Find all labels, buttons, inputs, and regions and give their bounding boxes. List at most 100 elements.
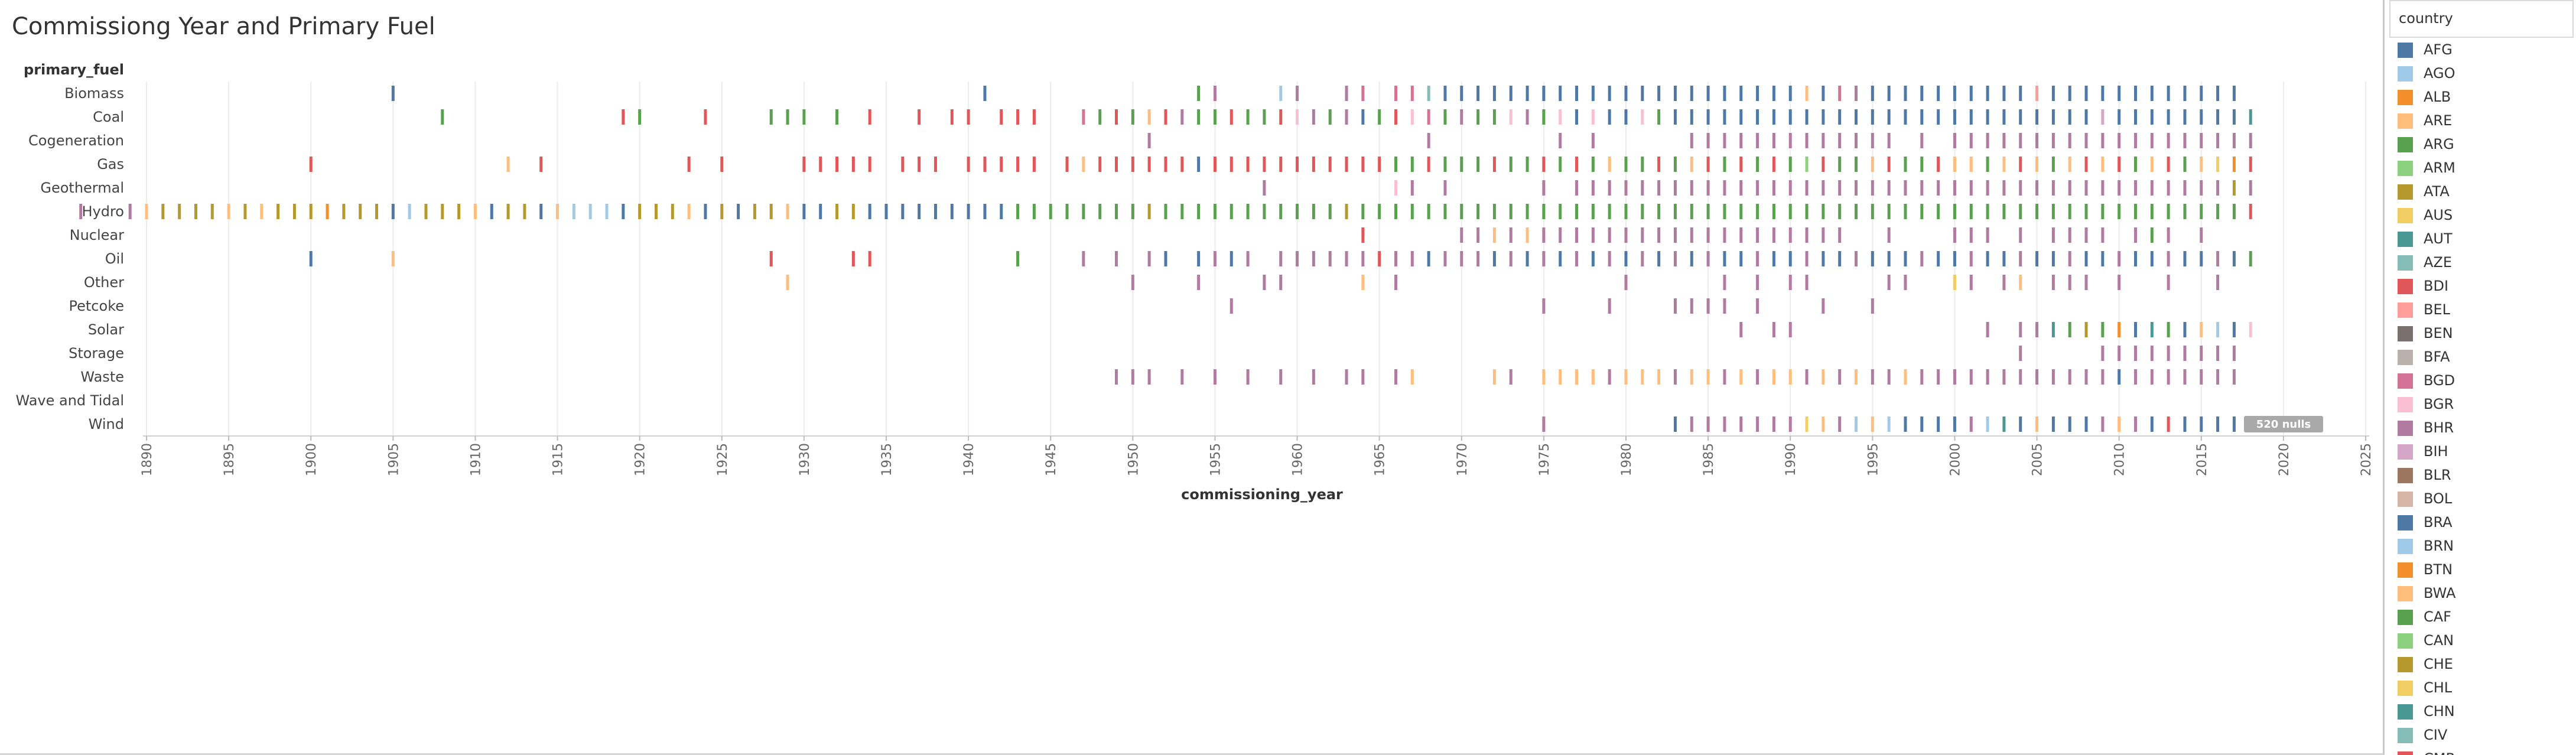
data-tick[interactable] [1378,157,1381,172]
data-tick[interactable] [918,157,921,172]
data-tick[interactable] [588,204,592,219]
data-tick[interactable] [2167,369,2170,385]
data-tick[interactable] [441,109,444,125]
data-tick[interactable] [2019,180,2022,196]
data-tick[interactable] [2200,416,2203,432]
data-tick[interactable] [1723,109,1726,125]
data-tick[interactable] [1115,109,1118,125]
data-tick[interactable] [1723,180,1726,196]
data-tick[interactable] [178,204,181,219]
data-tick[interactable] [2133,346,2137,361]
data-tick[interactable] [1904,86,1907,101]
data-tick[interactable] [1657,180,1661,196]
data-tick[interactable] [1608,227,1611,243]
data-tick[interactable] [490,204,493,219]
data-tick[interactable] [1591,369,1595,385]
data-tick[interactable] [2118,86,2121,101]
data-tick[interactable] [2051,227,2055,243]
data-tick[interactable] [1000,157,1003,172]
data-tick[interactable] [1296,109,1299,125]
data-tick[interactable] [1279,86,1283,101]
data-tick[interactable] [2068,109,2071,125]
data-tick[interactable] [1772,86,1775,101]
data-tick[interactable] [1131,157,1134,172]
data-tick[interactable] [1756,416,1759,432]
data-tick[interactable] [1904,369,1907,385]
data-tick[interactable] [2150,227,2154,243]
data-tick[interactable] [2167,251,2170,266]
data-tick[interactable] [2249,251,2252,266]
data-tick[interactable] [1147,369,1151,385]
data-tick[interactable] [2118,204,2121,219]
data-tick[interactable] [1476,157,1480,172]
data-tick[interactable] [1953,109,1956,125]
data-tick[interactable] [1739,204,1743,219]
data-tick[interactable] [1822,227,1825,243]
data-tick[interactable] [1739,369,1743,385]
data-tick[interactable] [2051,86,2055,101]
data-tick[interactable] [1016,204,1020,219]
data-tick[interactable] [2249,133,2252,148]
data-tick[interactable] [622,204,625,219]
data-tick[interactable] [1410,251,1414,266]
data-tick[interactable] [2068,227,2071,243]
data-tick[interactable] [1328,251,1332,266]
data-tick[interactable] [1394,251,1397,266]
data-tick[interactable] [1492,86,1496,101]
data-tick[interactable] [2101,227,2105,243]
data-tick[interactable] [2002,86,2006,101]
data-tick[interactable] [1509,204,1513,219]
data-tick[interactable] [2133,251,2137,266]
legend-item[interactable]: BGD [2389,369,2576,392]
data-tick[interactable] [1690,109,1693,125]
data-tick[interactable] [769,251,773,266]
data-tick[interactable] [1657,251,1661,266]
data-tick[interactable] [1887,251,1891,266]
data-tick[interactable] [2183,157,2187,172]
data-tick[interactable] [983,204,987,219]
data-tick[interactable] [1246,369,1250,385]
data-tick[interactable] [2183,346,2187,361]
data-tick[interactable] [2150,157,2154,172]
data-tick[interactable] [1937,251,1940,266]
data-tick[interactable] [1328,204,1332,219]
data-tick[interactable] [1427,109,1430,125]
data-tick[interactable] [1920,86,1924,101]
data-tick[interactable] [1690,227,1693,243]
data-tick[interactable] [1328,157,1332,172]
data-tick[interactable] [1838,227,1842,243]
data-tick[interactable] [1509,227,1513,243]
data-tick[interactable] [1904,251,1907,266]
data-tick[interactable] [1920,416,1924,432]
data-tick[interactable] [1937,204,1940,219]
data-tick[interactable] [2232,346,2236,361]
data-tick[interactable] [1756,369,1759,385]
data-tick[interactable] [260,204,264,219]
data-tick[interactable] [1788,109,1792,125]
data-tick[interactable] [1180,157,1184,172]
data-tick[interactable] [1690,251,1693,266]
data-tick[interactable] [1723,157,1726,172]
data-tick[interactable] [1788,180,1792,196]
data-tick[interactable] [1657,86,1661,101]
data-tick[interactable] [2002,369,2006,385]
data-tick[interactable] [1937,86,1940,101]
legend-item[interactable]: BWA [2389,581,2576,605]
data-tick[interactable] [2216,204,2220,219]
data-tick[interactable] [1969,416,1973,432]
data-tick[interactable] [243,204,247,219]
data-tick[interactable] [2084,322,2088,337]
data-tick[interactable] [1838,133,1842,148]
data-tick[interactable] [1427,86,1430,101]
data-tick[interactable] [1624,275,1628,290]
data-tick[interactable] [1969,133,1973,148]
data-tick[interactable] [884,204,888,219]
data-tick[interactable] [2167,133,2170,148]
legend-item[interactable]: AUT [2389,227,2576,250]
data-tick[interactable] [1723,275,1726,290]
legend-item[interactable]: ARG [2389,132,2576,156]
data-tick[interactable] [2101,157,2105,172]
data-tick[interactable] [835,109,839,125]
data-tick[interactable] [1410,204,1414,219]
data-tick[interactable] [1788,275,1792,290]
